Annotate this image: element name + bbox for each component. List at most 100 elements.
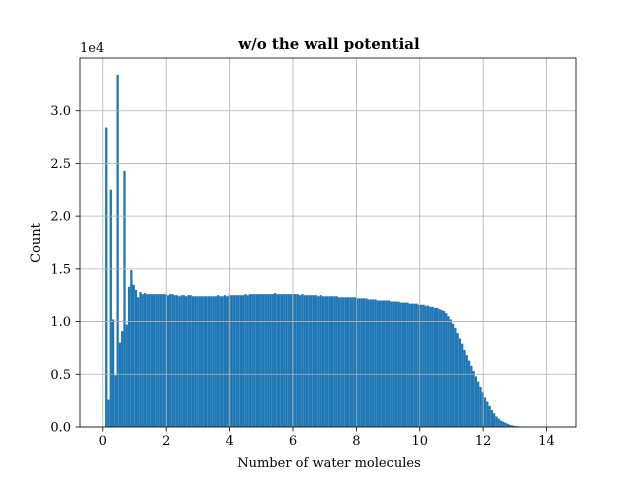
histogram-bar xyxy=(504,422,507,427)
histogram-bar xyxy=(333,296,336,427)
histogram-bar xyxy=(184,296,188,427)
histogram-bar xyxy=(374,299,377,427)
histogram-bar xyxy=(337,297,341,427)
histogram-bar xyxy=(502,421,505,427)
histogram-bar xyxy=(390,301,393,427)
histogram-bar xyxy=(440,309,443,427)
histogram-bar xyxy=(162,294,165,427)
histogram-bar xyxy=(422,304,425,427)
histogram-bar xyxy=(246,295,249,427)
histogram-bar xyxy=(296,294,300,427)
histogram-bar xyxy=(189,295,192,427)
histogram-bar xyxy=(326,296,329,427)
histogram-bar xyxy=(383,300,386,427)
histogram-bar xyxy=(470,365,473,427)
histogram-bar xyxy=(221,296,224,427)
histogram-bar xyxy=(321,296,325,427)
histogram-bar xyxy=(433,307,436,427)
histogram-bar xyxy=(216,295,220,427)
histogram-bar xyxy=(294,294,297,427)
y-tick-label: 0.0 xyxy=(50,421,71,436)
histogram-bar xyxy=(472,371,475,427)
histogram-bar xyxy=(289,294,293,427)
histogram-bar xyxy=(454,327,457,427)
histogram-bar xyxy=(438,308,441,427)
histogram-bar xyxy=(137,297,140,427)
histogram-bar xyxy=(271,294,274,427)
histogram-bar xyxy=(431,306,434,427)
histogram-bar xyxy=(328,296,332,427)
histogram-bar xyxy=(299,295,302,427)
axes-spines xyxy=(79,57,577,428)
histogram-bar xyxy=(410,303,414,427)
histogram-bar xyxy=(194,296,197,427)
histogram-bar xyxy=(116,74,119,428)
histogram-bar xyxy=(342,297,345,427)
histogram-bar xyxy=(182,295,185,427)
histogram-bar xyxy=(178,296,181,427)
histogram-bar xyxy=(401,302,405,427)
histogram-bar xyxy=(465,355,468,427)
histogram-bar xyxy=(463,350,466,427)
histogram-bar xyxy=(168,294,172,427)
histogram-bar xyxy=(378,300,382,427)
histogram-bar xyxy=(127,286,131,427)
histogram-bar xyxy=(479,386,482,427)
histogram-bar xyxy=(118,342,122,427)
histogram-bar xyxy=(303,295,306,427)
histogram-bar xyxy=(132,284,135,427)
histogram-bar xyxy=(456,333,459,427)
x-tick-label: 0 xyxy=(99,434,107,449)
histogram-bar xyxy=(451,323,455,427)
histogram-bar xyxy=(417,304,421,427)
histogram-bar xyxy=(344,297,347,427)
histogram-bar xyxy=(153,294,156,427)
histogram-bar xyxy=(253,294,256,427)
histogram-bar xyxy=(232,295,236,427)
histogram-bar xyxy=(324,296,327,427)
histogram-bar xyxy=(310,295,313,427)
histogram-bar xyxy=(474,376,478,427)
histogram-bar xyxy=(506,423,510,427)
y-axis-ticks: 0.0 0.5 1.0 1.5 2.0 2.5 3.0 xyxy=(50,104,80,436)
histogram-bar xyxy=(255,294,258,427)
histogram-bar xyxy=(205,296,208,427)
histogram-bar xyxy=(490,410,494,427)
histogram-bar xyxy=(285,294,288,427)
y-tick-label: 2.0 xyxy=(50,210,71,225)
histogram-bar xyxy=(109,189,112,427)
histogram-bar xyxy=(335,296,338,427)
histogram-bar xyxy=(399,302,402,427)
y-tick-label: 0.5 xyxy=(50,368,71,383)
x-tick-label: 14 xyxy=(538,434,555,449)
histogram-bar xyxy=(139,292,142,427)
histogram-bar xyxy=(404,302,407,427)
histogram-bar xyxy=(260,294,263,427)
histogram-bar xyxy=(442,311,446,427)
y-axis-label: Count xyxy=(29,222,44,263)
x-axis-ticks: 0 2 4 6 8 10 12 14 xyxy=(99,427,555,449)
histogram-bar xyxy=(239,295,243,427)
histogram-bar xyxy=(515,426,519,427)
histogram-bar xyxy=(319,295,322,427)
histogram-bar xyxy=(148,294,151,427)
histogram-bar xyxy=(362,298,366,427)
histogram-bar xyxy=(244,294,247,427)
x-tick-label: 2 xyxy=(162,434,170,449)
histogram-bar xyxy=(278,294,281,427)
histogram-bar xyxy=(226,296,229,427)
x-axis-label: Number of water molecules xyxy=(237,456,421,471)
histogram-bar xyxy=(376,300,379,427)
histogram-bar xyxy=(445,313,448,427)
histogram-bar xyxy=(114,375,117,427)
histogram-bar xyxy=(150,294,154,427)
histogram-bar xyxy=(146,294,149,427)
histogram-bar xyxy=(458,338,462,427)
histogram-bar xyxy=(429,306,432,427)
histogram-bar xyxy=(235,295,238,427)
histogram-bar xyxy=(312,295,316,427)
histogram-bar xyxy=(305,295,309,427)
histogram-bar xyxy=(171,294,174,427)
x-tick-label: 4 xyxy=(225,434,233,449)
